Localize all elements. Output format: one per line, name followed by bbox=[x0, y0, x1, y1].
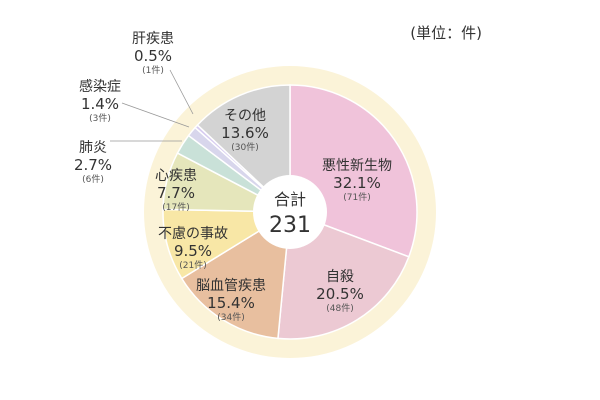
unit-note: (単位：件) bbox=[410, 24, 482, 42]
slice-count: (34件) bbox=[217, 311, 244, 323]
slice-percent: 1.4% bbox=[81, 95, 119, 113]
slice-label: その他 bbox=[224, 108, 266, 124]
slice-percent: 15.4% bbox=[207, 294, 255, 312]
slice-count: (1件) bbox=[142, 64, 164, 76]
slice-label: 心疾患 bbox=[155, 168, 197, 184]
slice-label: 脳血管疾患 bbox=[196, 278, 266, 294]
pie-slice bbox=[277, 210, 410, 340]
slice-percent: 0.5% bbox=[134, 47, 172, 65]
slice-percent: 13.6% bbox=[221, 124, 269, 142]
pie-slice bbox=[180, 210, 291, 340]
slice-label: 肺炎 bbox=[79, 140, 107, 156]
leader-line bbox=[169, 69, 194, 115]
slice-label: 感染症 bbox=[79, 78, 121, 95]
slice-label: 自殺 bbox=[326, 269, 354, 285]
slice-label: 肝疾患 bbox=[132, 31, 174, 47]
total-value: 231 bbox=[269, 213, 311, 238]
slice-count: (30件) bbox=[231, 141, 258, 153]
slice-percent: 7.7% bbox=[157, 184, 195, 202]
slice-percent: 9.5% bbox=[174, 242, 212, 260]
slice-count: (71件) bbox=[343, 191, 370, 203]
leader-line bbox=[121, 102, 190, 128]
total-label: 合計 bbox=[274, 190, 306, 209]
pie-slice bbox=[196, 84, 291, 214]
slice-percent: 2.7% bbox=[74, 156, 112, 174]
slice-count: (6件) bbox=[82, 173, 104, 185]
slice-percent: 20.5% bbox=[316, 285, 364, 303]
slice-count: (48件) bbox=[326, 302, 353, 314]
slice-label: 悪性新生物 bbox=[322, 158, 392, 174]
slice-count: (17件) bbox=[162, 201, 189, 213]
slice-percent: 32.1% bbox=[333, 174, 381, 192]
slice-label: 不慮の事故 bbox=[158, 226, 228, 242]
slice-count: (3件) bbox=[89, 112, 111, 124]
slice-count: (21件) bbox=[179, 259, 206, 271]
center-hole bbox=[253, 175, 327, 249]
